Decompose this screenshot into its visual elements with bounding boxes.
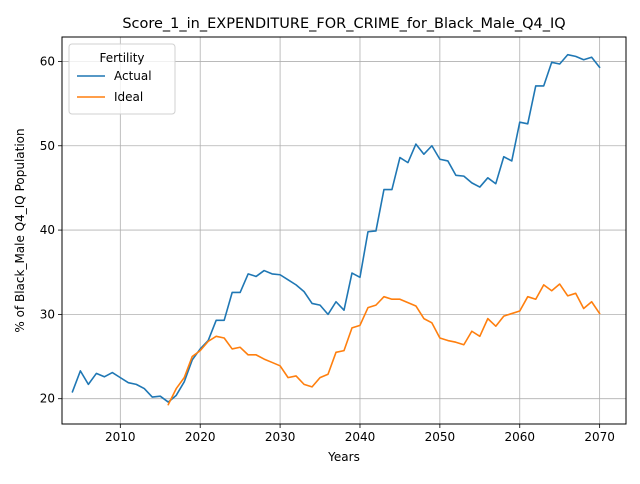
y-tick-label: 50	[40, 139, 55, 153]
y-tick-label: 40	[40, 223, 55, 237]
x-tick-label: 2010	[105, 430, 136, 444]
x-tick-label: 2020	[185, 430, 216, 444]
x-tick-label: 2070	[584, 430, 615, 444]
y-axis-label: % of Black_Male Q4_IQ Population	[13, 128, 27, 332]
x-tick-label: 2050	[425, 430, 456, 444]
legend: Fertility Actual Ideal	[69, 44, 175, 114]
legend-label-actual: Actual	[114, 69, 152, 83]
y-tick-label: 20	[40, 392, 55, 406]
x-tick-label: 2030	[265, 430, 296, 444]
legend-label-ideal: Ideal	[114, 90, 143, 104]
x-axis: 2010 2020 2030 2040 2050 2060 2070	[105, 424, 615, 444]
series-line-ideal	[168, 284, 599, 405]
y-tick-label: 60	[40, 54, 55, 68]
x-tick-label: 2040	[345, 430, 376, 444]
legend-title: Fertility	[99, 51, 144, 65]
chart-title: Score_1_in_EXPENDITURE_FOR_CRIME_for_Bla…	[122, 16, 565, 32]
x-tick-label: 2060	[504, 430, 535, 444]
y-axis: 20 30 40 50 60	[40, 54, 62, 405]
x-axis-label: Years	[327, 450, 360, 464]
y-tick-label: 30	[40, 307, 55, 321]
